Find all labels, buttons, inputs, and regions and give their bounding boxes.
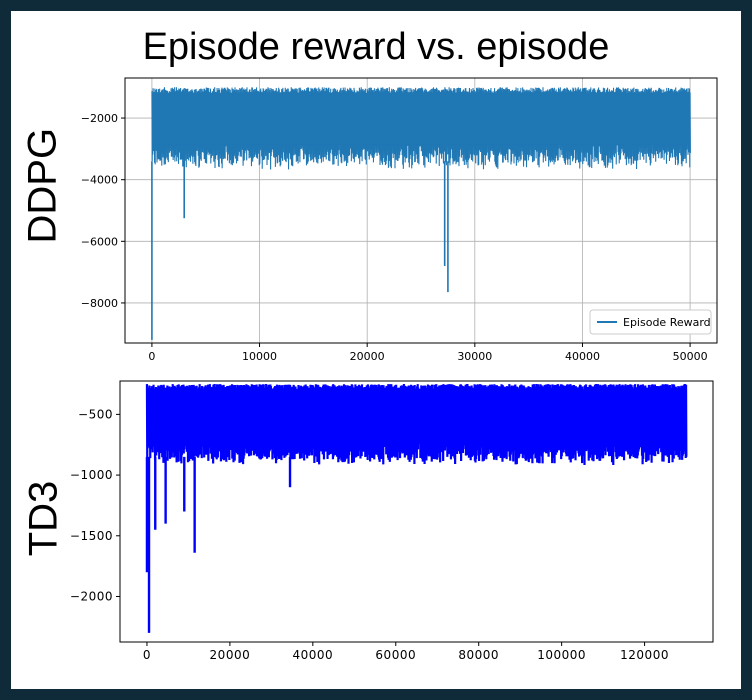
y-tick-label: −4000 bbox=[81, 174, 118, 187]
y-tick-label: −6000 bbox=[81, 235, 118, 248]
x-tick-label: 100000 bbox=[537, 648, 586, 662]
x-tick-label: 60000 bbox=[375, 648, 416, 662]
series-band bbox=[146, 392, 687, 441]
x-tick-label: 0 bbox=[148, 350, 155, 363]
x-tick-label: 40000 bbox=[292, 648, 333, 662]
x-tick-label: 20000 bbox=[350, 350, 385, 363]
chart-td3: 0 20000 40000 60000 80000 100000 120000 −500 −10… bbox=[70, 380, 714, 662]
y-tick-label: −8000 bbox=[81, 297, 118, 310]
x-tick-label: 10000 bbox=[242, 350, 277, 363]
legend-box bbox=[589, 309, 712, 335]
y-tick-label: −1000 bbox=[70, 468, 113, 482]
main-title: Episode reward vs. episode bbox=[142, 26, 610, 68]
chart-ddpg: 0 10000 20000 30000 40000 50000 −2000 −4000 −600… bbox=[81, 77, 718, 363]
legend-label: Episode Reward bbox=[623, 316, 711, 329]
axes-frame bbox=[124, 77, 718, 344]
series-band bbox=[151, 96, 691, 145]
x-tick-label: 50000 bbox=[673, 350, 708, 363]
y-tick-label: −2000 bbox=[81, 112, 118, 125]
axes-frame bbox=[119, 380, 714, 643]
y-tick-label: −500 bbox=[78, 407, 113, 421]
x-tick-label: 30000 bbox=[457, 350, 492, 363]
x-tick-label: 40000 bbox=[565, 350, 600, 363]
x-tick-label: 80000 bbox=[458, 648, 499, 662]
y-tick-label: −2000 bbox=[70, 589, 113, 603]
x-tick-label: 120000 bbox=[620, 648, 669, 662]
x-tick-label: 20000 bbox=[210, 648, 251, 662]
x-tick-label: 0 bbox=[143, 648, 151, 662]
y-tick-label: −1500 bbox=[70, 529, 113, 543]
